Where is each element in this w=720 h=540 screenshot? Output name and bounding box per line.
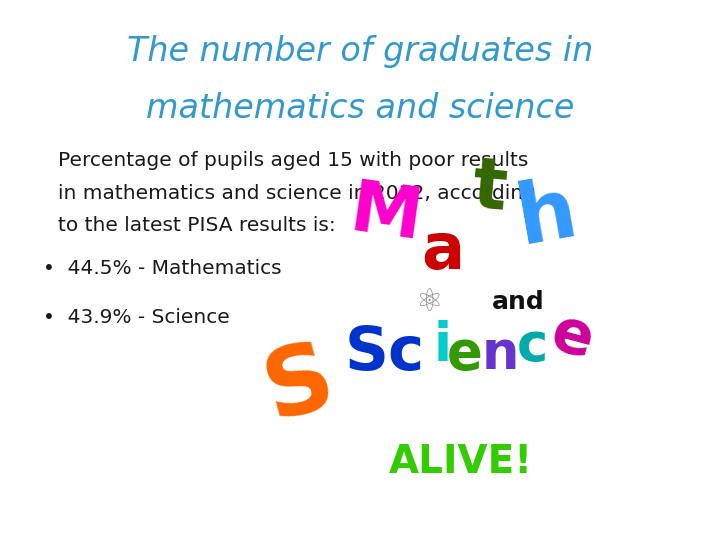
Text: in mathematics and science in 2012, according: in mathematics and science in 2012, acco… xyxy=(58,184,536,202)
Text: t: t xyxy=(469,153,510,225)
Text: and: and xyxy=(492,291,545,314)
Text: c: c xyxy=(517,320,549,372)
Text: mathematics and science: mathematics and science xyxy=(146,92,574,125)
Text: n: n xyxy=(482,328,519,380)
Text: ALIVE!: ALIVE! xyxy=(389,443,533,481)
Text: e: e xyxy=(545,303,600,372)
Text: i: i xyxy=(433,320,452,372)
Text: Percentage of pupils aged 15 with poor results: Percentage of pupils aged 15 with poor r… xyxy=(58,151,528,170)
Text: to the latest PISA results is:: to the latest PISA results is: xyxy=(58,216,336,235)
Text: ⚛: ⚛ xyxy=(415,288,442,317)
Text: a: a xyxy=(421,220,464,282)
Text: M: M xyxy=(345,177,426,255)
Text: •  43.9% - Science: • 43.9% - Science xyxy=(43,308,230,327)
Text: S: S xyxy=(254,333,343,440)
Text: e: e xyxy=(446,328,482,380)
Text: •  44.5% - Mathematics: • 44.5% - Mathematics xyxy=(43,259,282,278)
Text: h: h xyxy=(511,171,583,261)
Text: The number of graduates in: The number of graduates in xyxy=(127,35,593,68)
Text: Sc: Sc xyxy=(345,324,426,383)
